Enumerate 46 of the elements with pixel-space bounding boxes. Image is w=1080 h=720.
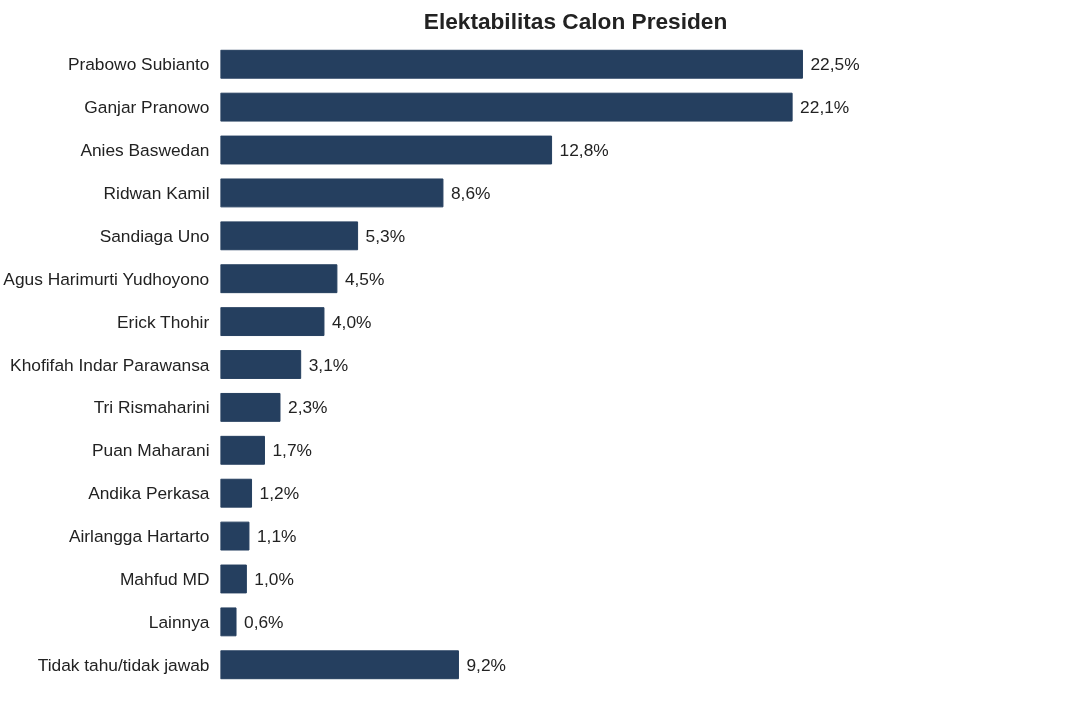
- data-label: 9,2%: [466, 654, 506, 675]
- y-tick-label: Sandiaga Uno: [99, 225, 210, 246]
- bar: [220, 178, 444, 208]
- y-tick-label: Khofifah Indar Parawansa: [10, 354, 210, 375]
- bar: [220, 264, 338, 294]
- data-label: 4,0%: [331, 311, 372, 332]
- y-tick-label: Anies Baswedan: [80, 140, 210, 161]
- data-label: 1,2%: [259, 483, 300, 504]
- data-label: 0,6%: [244, 611, 284, 632]
- data-label: 22,5%: [810, 54, 860, 75]
- y-tick-label: Ganjar Pranowo: [84, 97, 210, 118]
- y-tick-label: Puan Maharani: [91, 440, 210, 461]
- data-label: 1,1%: [256, 526, 297, 547]
- bar: [220, 564, 247, 594]
- bar: [220, 49, 803, 79]
- bar: [220, 435, 265, 465]
- y-tick-label: Andika Perkasa: [88, 483, 210, 504]
- y-tick-label: Tidak tahu/tidak jawab: [37, 654, 210, 675]
- data-label: 1,7%: [272, 440, 312, 461]
- data-label: 8,6%: [450, 182, 491, 203]
- bar: [220, 350, 302, 379]
- y-tick-label: Mahfud MD: [119, 568, 210, 589]
- y-tick-label: Agus Harimurti Yudhoyono: [3, 268, 210, 289]
- data-label: 1,0%: [254, 568, 294, 589]
- data-label: 5,3%: [365, 225, 406, 246]
- bar: [220, 650, 459, 680]
- bar: [220, 521, 250, 551]
- data-label: 2,3%: [287, 397, 328, 418]
- bar: [220, 221, 359, 251]
- y-tick-label: Prabowo Subianto: [67, 54, 210, 75]
- data-label: 12,8%: [559, 140, 609, 161]
- bar: [220, 478, 253, 508]
- y-tick-label: Airlangga Hartarto: [68, 526, 210, 547]
- chart-title: Elektabilitas Calon Presiden: [423, 7, 728, 34]
- bar: [220, 92, 793, 122]
- bar: [220, 307, 325, 337]
- data-label: 22,1%: [800, 97, 850, 118]
- y-tick-label: Ridwan Kamil: [103, 182, 210, 203]
- y-tick-label: Erick Thohir: [117, 311, 210, 332]
- data-label: 4,5%: [344, 268, 385, 289]
- data-label: 3,1%: [308, 354, 349, 375]
- bar: [220, 392, 281, 422]
- y-tick-label: Tri Rismaharini: [93, 397, 210, 418]
- bar: [220, 607, 237, 637]
- y-tick-label: Lainnya: [148, 611, 210, 632]
- bar: [220, 135, 553, 165]
